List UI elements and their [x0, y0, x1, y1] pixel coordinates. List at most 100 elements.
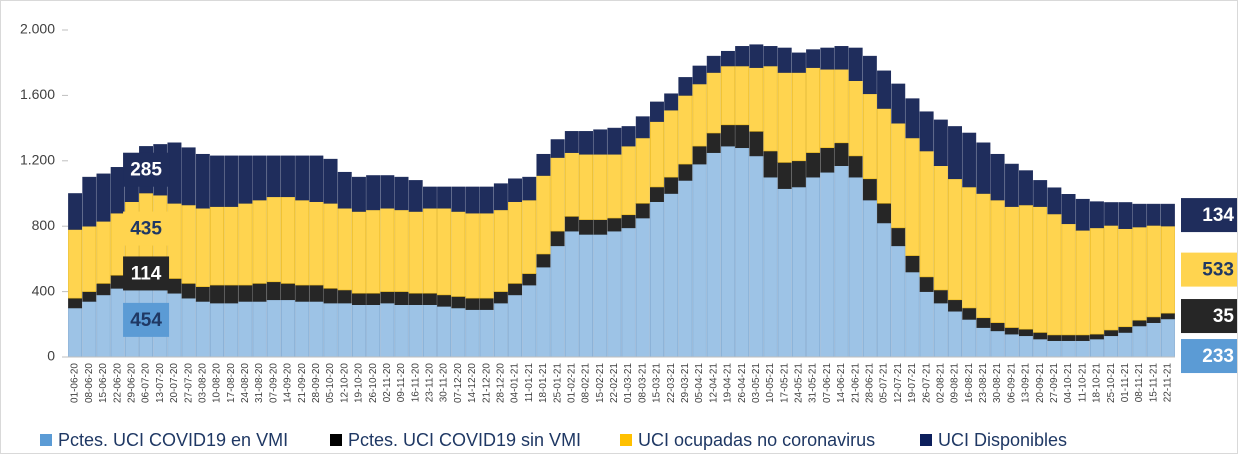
y-tick-label: 400	[32, 282, 56, 298]
bar-segment	[621, 145, 636, 216]
bar-segment	[678, 95, 693, 165]
bar-segment	[1047, 334, 1062, 341]
bar-segment	[834, 165, 849, 358]
bar-segment	[266, 281, 281, 301]
bar-segment	[408, 292, 423, 305]
x-tick-label: 13-09-21	[1021, 363, 1032, 403]
bar-segment	[579, 131, 593, 155]
bar-segment	[281, 196, 295, 284]
bar-segment	[834, 46, 849, 70]
bar-segment	[1146, 322, 1161, 358]
bar-segment	[692, 65, 707, 85]
x-tick-label: 30-11-20	[439, 363, 450, 403]
bar-segment	[564, 152, 579, 217]
bar-segment	[621, 227, 636, 358]
value-label: 435	[130, 219, 162, 240]
bar-segment	[536, 175, 551, 255]
bar-segment	[664, 193, 679, 358]
bar-segment	[593, 234, 608, 358]
x-tick-label: 24-08-20	[240, 363, 251, 403]
bar-segment	[848, 155, 863, 178]
bar-segment	[266, 299, 281, 358]
bar-segment	[252, 155, 267, 201]
bar-segment	[962, 132, 977, 188]
bar-segment	[68, 229, 83, 299]
bar-segment	[791, 186, 806, 358]
x-tick-label: 14-12-20	[467, 363, 478, 403]
bar-segment	[82, 176, 97, 227]
bar-segment	[309, 155, 324, 202]
x-tick-label: 03-05-21	[751, 363, 762, 403]
x-tick-label: 25-10-21	[1106, 363, 1117, 403]
bar-segment	[848, 47, 863, 81]
bar-segment	[763, 65, 778, 152]
bar-segment	[1047, 187, 1062, 215]
value-label: 285	[130, 160, 162, 181]
x-tick-label: 09-08-21	[950, 363, 961, 403]
x-tick-label: 31-08-20	[254, 363, 265, 403]
x-tick-label: 20-07-20	[169, 363, 180, 403]
bar-segment	[422, 292, 437, 305]
x-tick-label: 04-10-21	[1063, 363, 1074, 403]
bar-segment	[678, 163, 693, 181]
bar-segment	[820, 47, 835, 70]
bar-segment	[962, 319, 977, 358]
x-tick-label: 17-05-21	[779, 363, 790, 403]
bar-segment	[1061, 194, 1076, 225]
x-tick-label: 14-09-20	[283, 363, 294, 403]
bar-segment	[720, 50, 735, 67]
bar-segment	[962, 307, 977, 320]
bar-segment	[295, 301, 310, 358]
x-tick-label: 24-05-21	[794, 363, 805, 403]
bar-segment	[720, 124, 735, 147]
bar-segment	[905, 271, 920, 358]
bar-segment	[295, 199, 310, 286]
bar-segment	[408, 304, 423, 358]
bar-segment	[933, 289, 948, 304]
value-label: 114	[131, 263, 162, 284]
value-label-box	[1181, 299, 1237, 334]
bar-segment	[607, 153, 622, 219]
bar-segment	[579, 219, 593, 235]
bar-segment	[990, 153, 1005, 201]
bar-segment	[650, 101, 664, 122]
bar-segment	[437, 306, 452, 358]
value-label: 233	[1202, 346, 1234, 367]
value-label-box	[1181, 198, 1237, 233]
bar-segment	[1019, 335, 1033, 358]
bar-segment	[1033, 338, 1048, 358]
bar-segment	[508, 283, 523, 296]
bar-segment	[508, 201, 523, 284]
x-tick-label: 16-08-21	[964, 363, 975, 403]
x-tick-label: 22-11-21	[1163, 363, 1174, 403]
value-label-box	[1181, 339, 1237, 374]
bar-segment	[337, 207, 352, 291]
bar-segment	[720, 65, 735, 126]
bar-segment	[550, 157, 565, 232]
bar-segment	[394, 304, 409, 358]
x-tick-label: 05-07-21	[879, 363, 890, 403]
bar-segment	[394, 209, 409, 292]
bar-segment	[479, 186, 494, 214]
bar-segment	[806, 49, 821, 68]
bar-segment	[195, 286, 210, 302]
bar-segment	[1089, 201, 1104, 229]
bar-segment	[1104, 225, 1119, 331]
bar-segment	[422, 207, 437, 294]
bar-segment	[692, 83, 707, 147]
bar-segment	[720, 145, 735, 358]
bar-segment	[366, 304, 381, 358]
bar-segment	[1118, 332, 1133, 358]
bar-segment	[948, 126, 962, 180]
bar-segment	[635, 217, 650, 358]
bar-segment	[1118, 202, 1133, 229]
x-tick-label: 08-02-21	[581, 363, 592, 403]
bar-segment	[1061, 223, 1076, 336]
bar-segment	[82, 291, 97, 302]
bar-segment	[962, 186, 977, 309]
bar-segment	[579, 234, 593, 358]
bar-segment	[337, 289, 352, 304]
bar-segment	[777, 162, 792, 189]
value-label: 454	[130, 310, 162, 331]
bar-segment	[82, 301, 97, 358]
